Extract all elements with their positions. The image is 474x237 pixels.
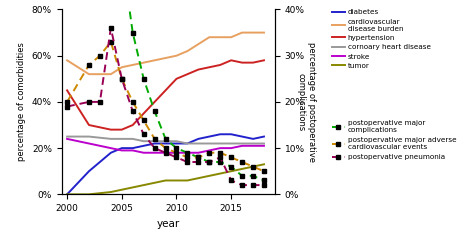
X-axis label: year: year (156, 219, 180, 229)
Y-axis label: percentage of postoperative
complications: percentage of postoperative complication… (296, 42, 316, 162)
Legend: postopervative major
complications, postopervative major adverse
cardiovascular : postopervative major complications, post… (332, 120, 456, 160)
Y-axis label: percentage of comorbidities: percentage of comorbidities (17, 42, 26, 161)
